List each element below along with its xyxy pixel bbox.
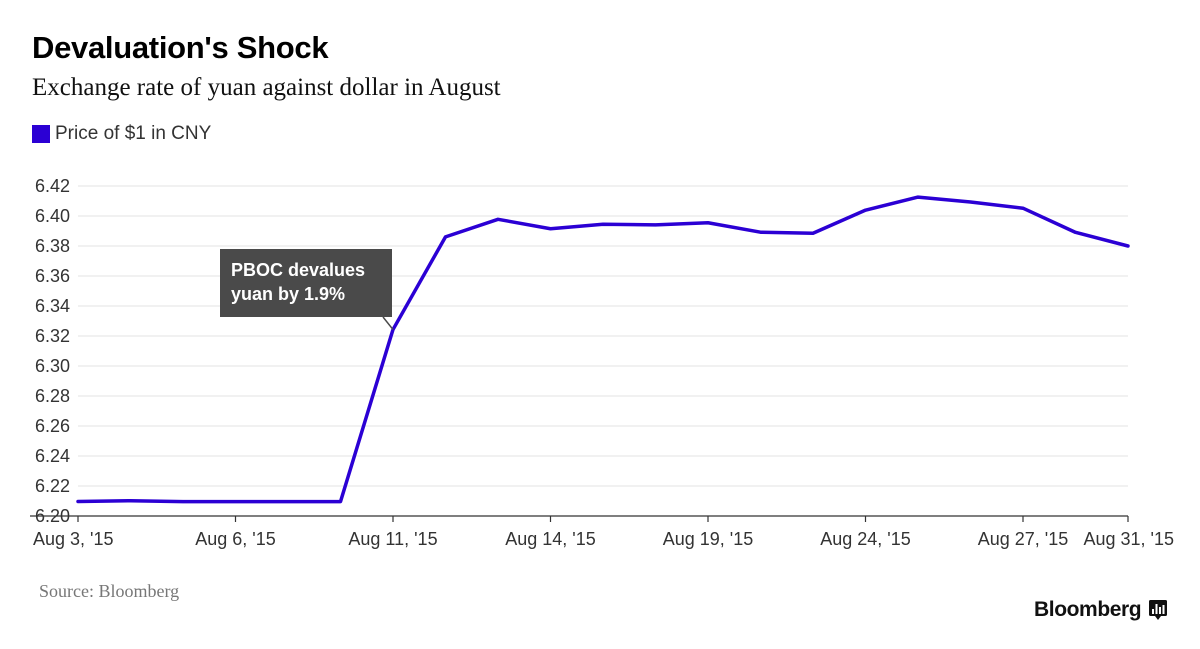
annotation-callout: PBOC devalues yuan by 1.9% xyxy=(220,249,392,317)
data-point xyxy=(181,500,185,504)
y-axis-ticks: 6.20 6.22 6.24 6.26 6.28 6.30 6.32 6.34 6.36 6.38… xyxy=(35,176,70,526)
chart-title: Devaluation's Shock xyxy=(32,30,329,65)
x-tick-label: Aug 14, '15 xyxy=(505,529,596,549)
x-tick-label: Aug 27, '15 xyxy=(978,529,1069,549)
source-note: Source: Bloomberg xyxy=(39,581,180,601)
y-tick-label: 6.20 xyxy=(35,506,70,526)
brand-logo: Bloomberg xyxy=(1034,598,1168,622)
y-tick-label: 6.26 xyxy=(35,416,70,436)
data-point xyxy=(496,217,500,221)
y-tick-label: 6.36 xyxy=(35,266,70,286)
data-point xyxy=(1021,206,1025,210)
data-point xyxy=(1126,244,1130,248)
annotation-line-1: PBOC devalues xyxy=(231,260,366,280)
data-point xyxy=(916,195,920,199)
y-tick-label: 6.28 xyxy=(35,386,70,406)
data-point xyxy=(444,235,448,239)
chart-subtitle: Exchange rate of yuan against dollar in … xyxy=(32,74,501,101)
grid-lines xyxy=(30,185,1128,517)
legend: Price of $1 in CNY xyxy=(32,123,211,145)
y-tick-label: 6.38 xyxy=(35,236,70,256)
x-tick-label: Aug 3, '15 xyxy=(33,529,114,549)
data-point xyxy=(549,227,553,231)
legend-label: Price of $1 in CNY xyxy=(55,123,212,144)
x-axis-ticks: Aug 3, '15 Aug 6, '15 Aug 11, '15 Aug 14, '… xyxy=(33,516,1174,549)
y-tick-label: 6.32 xyxy=(35,326,70,346)
x-tick-label: Aug 24, '15 xyxy=(820,529,911,549)
data-point xyxy=(706,221,710,225)
brand-name: Bloomberg xyxy=(1034,598,1142,621)
x-tick-label: Aug 11, '15 xyxy=(348,529,437,549)
bloomberg-chart-icon xyxy=(1149,600,1168,620)
legend-swatch xyxy=(32,125,50,143)
data-point xyxy=(339,500,343,504)
data-point xyxy=(286,500,290,504)
y-tick-label: 6.22 xyxy=(35,476,70,496)
data-point xyxy=(76,499,80,503)
data-point xyxy=(234,500,238,504)
series-line-price-cny xyxy=(76,195,1130,504)
data-point xyxy=(654,223,658,227)
data-point xyxy=(969,200,973,204)
y-tick-label: 6.34 xyxy=(35,296,70,316)
x-tick-label: Aug 19, '15 xyxy=(663,529,754,549)
data-point xyxy=(601,222,605,226)
x-tick-label: Aug 31, '15 xyxy=(1083,529,1174,549)
annotation-pointer xyxy=(382,316,394,331)
data-point xyxy=(864,208,868,212)
series-layer xyxy=(76,195,1130,504)
annotation-line-2: yuan by 1.9% xyxy=(231,284,346,304)
y-tick-label: 6.30 xyxy=(35,356,70,376)
y-tick-label: 6.24 xyxy=(35,446,70,466)
data-point xyxy=(129,499,133,503)
data-point xyxy=(811,231,815,235)
x-tick-label: Aug 6, '15 xyxy=(195,529,276,549)
data-point xyxy=(1074,230,1078,234)
y-tick-label: 6.42 xyxy=(35,176,70,196)
data-point xyxy=(759,230,763,234)
y-tick-label: 6.40 xyxy=(35,206,70,226)
